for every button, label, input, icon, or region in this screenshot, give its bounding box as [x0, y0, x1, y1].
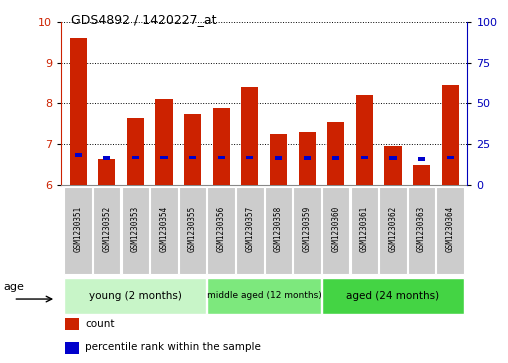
Bar [246, 156, 253, 159]
Text: GSM1230354: GSM1230354 [160, 205, 169, 252]
Bar [332, 156, 339, 160]
Bar [132, 156, 139, 159]
Bar [65, 318, 79, 330]
Bar [299, 132, 315, 185]
Text: GSM1230359: GSM1230359 [303, 205, 311, 252]
Text: aged (24 months): aged (24 months) [346, 291, 439, 301]
Bar [93, 187, 120, 274]
Text: GSM1230360: GSM1230360 [331, 205, 340, 252]
Bar [436, 187, 464, 274]
Text: middle aged (12 months): middle aged (12 months) [207, 291, 322, 300]
Bar [207, 278, 321, 314]
Text: GSM1230351: GSM1230351 [74, 205, 83, 252]
Bar [217, 156, 225, 159]
Bar [265, 187, 292, 274]
Bar [236, 187, 264, 274]
Bar [270, 134, 287, 185]
Bar [75, 153, 82, 156]
Bar [65, 278, 206, 314]
Bar [447, 156, 454, 159]
Bar [327, 122, 344, 185]
Bar [179, 187, 206, 274]
Bar [351, 187, 378, 274]
Text: GSM1230353: GSM1230353 [131, 205, 140, 252]
Bar [241, 87, 259, 185]
Bar [418, 157, 425, 160]
Text: GSM1230363: GSM1230363 [417, 205, 426, 252]
Bar [184, 114, 201, 185]
Bar [389, 156, 397, 160]
Bar [103, 156, 110, 160]
Bar [322, 187, 350, 274]
Text: GSM1230355: GSM1230355 [188, 205, 197, 252]
Bar [207, 187, 235, 274]
Bar [303, 156, 311, 160]
Bar [213, 107, 230, 185]
Text: percentile rank within the sample: percentile rank within the sample [85, 342, 261, 352]
Bar [385, 146, 401, 185]
Bar [70, 38, 87, 185]
Text: GSM1230362: GSM1230362 [389, 205, 397, 252]
Bar [379, 187, 407, 274]
Bar [275, 156, 282, 160]
Bar [155, 99, 173, 185]
Text: GSM1230358: GSM1230358 [274, 205, 283, 252]
Bar [161, 156, 168, 159]
Text: GSM1230356: GSM1230356 [217, 205, 226, 252]
Bar [408, 187, 435, 274]
Text: GDS4892 / 1420227_at: GDS4892 / 1420227_at [71, 13, 216, 26]
Text: GSM1230361: GSM1230361 [360, 205, 369, 252]
Bar [293, 187, 321, 274]
Bar [356, 95, 373, 185]
Text: GSM1230364: GSM1230364 [446, 205, 455, 252]
Text: count: count [85, 319, 115, 329]
Bar [98, 159, 115, 185]
Bar [121, 187, 149, 274]
Text: age: age [3, 282, 24, 292]
Text: GSM1230352: GSM1230352 [102, 205, 111, 252]
Bar [65, 342, 79, 354]
Bar [361, 156, 368, 159]
Bar [322, 278, 464, 314]
Text: GSM1230357: GSM1230357 [245, 205, 255, 252]
Bar [413, 165, 430, 185]
Bar [189, 156, 196, 159]
Bar [441, 85, 459, 185]
Text: young (2 months): young (2 months) [89, 291, 182, 301]
Bar [127, 118, 144, 185]
Bar [150, 187, 178, 274]
Bar [65, 187, 92, 274]
